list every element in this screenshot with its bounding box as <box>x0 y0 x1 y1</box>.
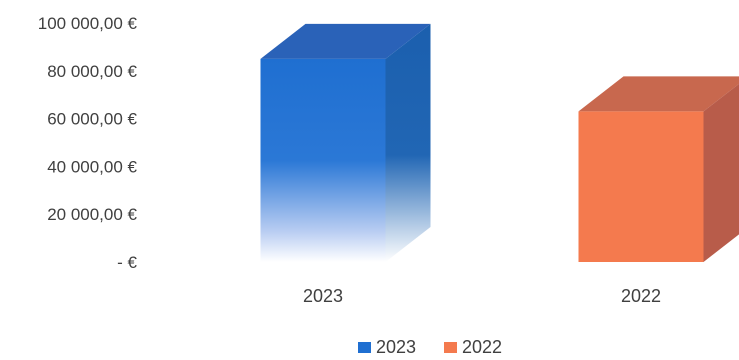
legend-swatch <box>444 342 457 353</box>
x-category-label: 2023 <box>303 286 343 306</box>
bar-2023 <box>260 23 431 262</box>
legend-item-2022: 2022 <box>444 337 502 357</box>
bars <box>260 23 739 263</box>
y-axis-labels: 100 000,00 € 80 000,00 € 60 000,00 € 40 000… <box>38 14 138 272</box>
bar-top-face <box>260 23 431 59</box>
y-tick-label: 80 000,00 € <box>47 62 137 81</box>
y-tick-label: 100 000,00 € <box>38 14 138 33</box>
y-tick-label: 40 000,00 € <box>47 157 137 176</box>
x-axis-labels: 2023 2022 <box>303 286 661 306</box>
y-tick-label: - € <box>117 253 137 272</box>
legend-swatch <box>358 342 371 353</box>
bar-side-face <box>385 23 431 262</box>
bar-front-face <box>578 111 704 263</box>
bar-side-face <box>703 83 739 262</box>
x-category-label: 2022 <box>621 286 661 306</box>
bar-2022 <box>578 76 739 263</box>
bar-top-face <box>578 76 739 112</box>
legend-item-2023: 2023 <box>358 337 416 357</box>
y-tick-label: 20 000,00 € <box>47 205 137 224</box>
legend-label: 2023 <box>376 337 416 357</box>
bar-front-face <box>260 58 386 262</box>
y-tick-label: 60 000,00 € <box>47 110 137 129</box>
legend: 2023 2022 <box>358 337 502 357</box>
legend-label: 2022 <box>462 337 502 357</box>
